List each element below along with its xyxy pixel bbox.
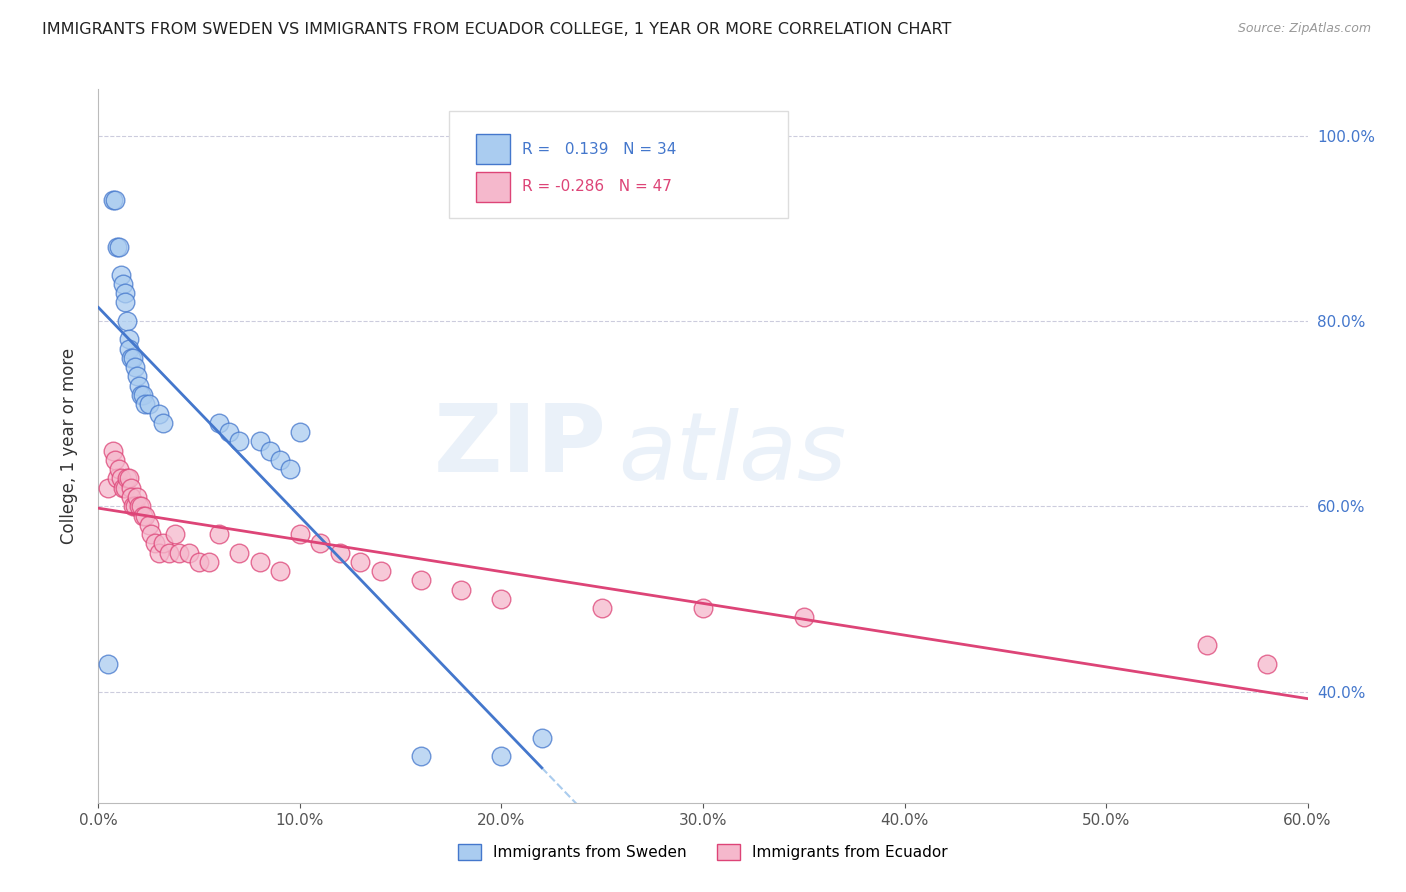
Point — [105, 471, 128, 485]
Point — [591, 601, 613, 615]
Point — [692, 601, 714, 615]
Text: R = -0.286   N = 47: R = -0.286 N = 47 — [522, 179, 672, 194]
Point — [309, 536, 332, 550]
Point — [208, 527, 231, 541]
Point — [105, 240, 128, 254]
Point — [269, 453, 291, 467]
Point — [114, 286, 136, 301]
Point — [148, 545, 170, 559]
Point — [134, 508, 156, 523]
Point — [129, 388, 152, 402]
Text: IMMIGRANTS FROM SWEDEN VS IMMIGRANTS FROM ECUADOR COLLEGE, 1 YEAR OR MORE CORREL: IMMIGRANTS FROM SWEDEN VS IMMIGRANTS FRO… — [42, 22, 952, 37]
Point — [152, 416, 174, 430]
Point — [107, 462, 129, 476]
Point — [118, 471, 141, 485]
Point — [1256, 657, 1278, 671]
Text: ZIP: ZIP — [433, 400, 606, 492]
FancyBboxPatch shape — [475, 172, 509, 202]
Point — [114, 481, 136, 495]
Point — [97, 481, 120, 495]
Point — [259, 443, 281, 458]
Point — [269, 564, 291, 578]
Point — [124, 500, 146, 514]
Point — [110, 471, 132, 485]
Point — [110, 268, 132, 282]
Point — [118, 342, 141, 356]
Point — [124, 360, 146, 375]
Point — [101, 443, 124, 458]
Point — [157, 545, 180, 559]
Point — [249, 555, 271, 569]
Y-axis label: College, 1 year or more: College, 1 year or more — [59, 348, 77, 544]
Text: Source: ZipAtlas.com: Source: ZipAtlas.com — [1237, 22, 1371, 36]
Point — [1195, 638, 1218, 652]
Text: R =   0.139   N = 34: R = 0.139 N = 34 — [522, 142, 676, 157]
Point — [132, 508, 155, 523]
Point — [107, 240, 129, 254]
Point — [152, 536, 174, 550]
Point — [120, 351, 142, 365]
Point — [115, 471, 138, 485]
Point — [148, 407, 170, 421]
Point — [179, 545, 201, 559]
Point — [188, 555, 211, 569]
Point — [114, 295, 136, 310]
Point — [163, 527, 186, 541]
Point — [120, 481, 142, 495]
Point — [115, 314, 138, 328]
Point — [139, 527, 162, 541]
Point — [288, 425, 311, 439]
Point — [121, 351, 143, 365]
Point — [208, 416, 231, 430]
Point — [134, 397, 156, 411]
Point — [132, 388, 155, 402]
Point — [103, 453, 125, 467]
Point — [121, 500, 143, 514]
Legend: Immigrants from Sweden, Immigrants from Ecuador: Immigrants from Sweden, Immigrants from … — [451, 838, 955, 866]
Point — [129, 500, 152, 514]
Point — [118, 333, 141, 347]
Point — [167, 545, 190, 559]
Point — [491, 749, 513, 764]
Point — [249, 434, 271, 449]
Point — [450, 582, 472, 597]
Point — [409, 749, 432, 764]
Point — [120, 490, 142, 504]
FancyBboxPatch shape — [475, 134, 509, 164]
Point — [138, 397, 160, 411]
Point — [278, 462, 301, 476]
Point — [530, 731, 553, 745]
Point — [329, 545, 352, 559]
Point — [138, 517, 160, 532]
Point — [370, 564, 392, 578]
Point — [228, 434, 250, 449]
Point — [128, 378, 150, 392]
Point — [491, 591, 513, 606]
Point — [288, 527, 311, 541]
Point — [103, 194, 125, 208]
Point — [349, 555, 371, 569]
FancyBboxPatch shape — [449, 111, 787, 218]
Point — [97, 657, 120, 671]
Point — [198, 555, 221, 569]
Point — [409, 574, 432, 588]
Point — [218, 425, 240, 439]
Point — [143, 536, 166, 550]
Point — [793, 610, 815, 624]
Point — [111, 277, 134, 291]
Point — [125, 369, 148, 384]
Point — [101, 194, 124, 208]
Point — [228, 545, 250, 559]
Point — [111, 481, 134, 495]
Point — [128, 500, 150, 514]
Text: atlas: atlas — [619, 408, 846, 499]
Point — [125, 490, 148, 504]
